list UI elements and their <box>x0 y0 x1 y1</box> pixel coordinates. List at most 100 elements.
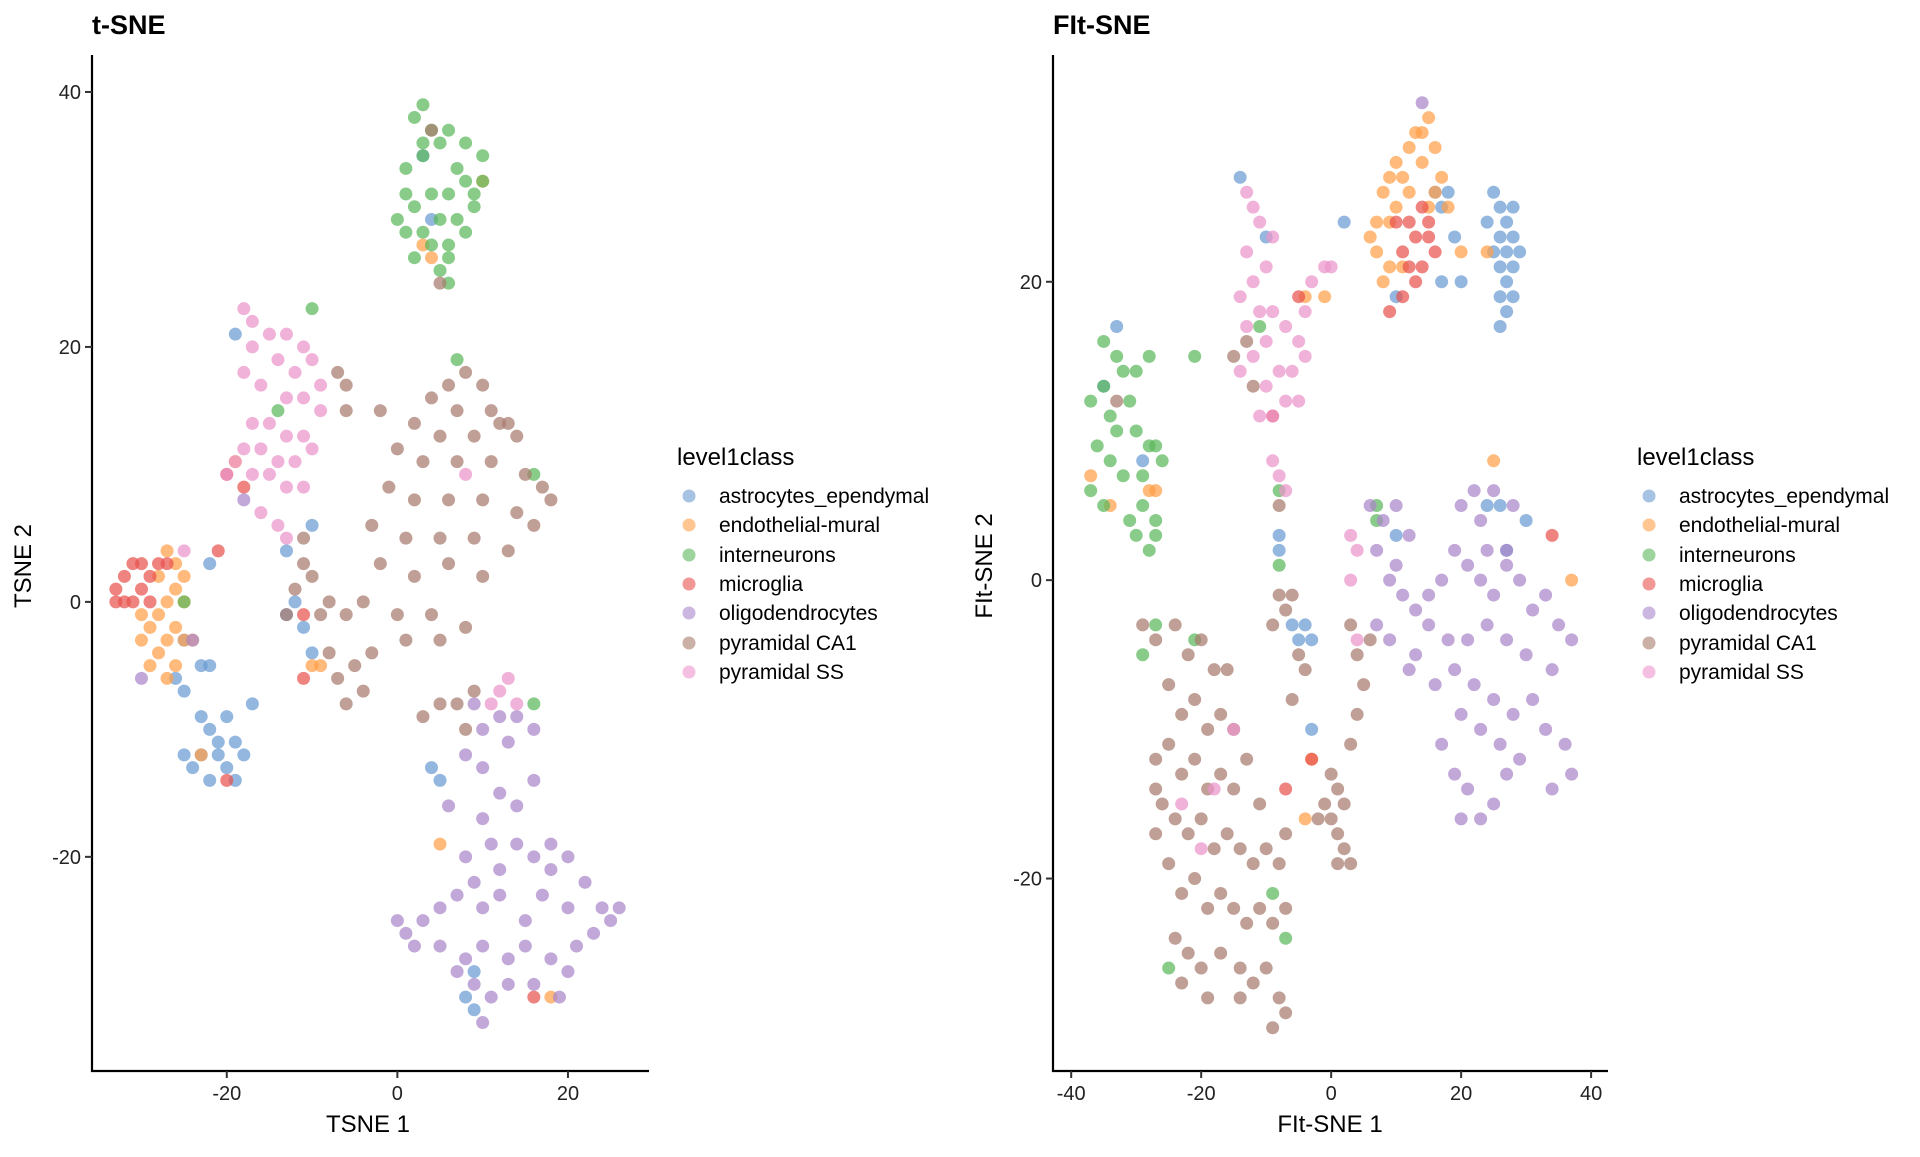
data-point <box>1363 230 1377 244</box>
data-point <box>1116 469 1130 483</box>
legend-key <box>682 577 696 591</box>
data-point <box>1129 528 1143 542</box>
data-point <box>1545 663 1559 677</box>
legend-item: microglia <box>1642 573 1763 596</box>
data-point <box>407 200 421 214</box>
data-point <box>1253 901 1267 915</box>
data-point <box>1350 648 1364 662</box>
data-point <box>177 569 191 583</box>
data-point <box>177 595 191 609</box>
data-point <box>407 110 421 124</box>
data-point <box>203 659 217 673</box>
data-point <box>459 225 473 239</box>
series-pyramidal-ca1 <box>279 123 558 736</box>
data-point <box>109 582 123 596</box>
data-point <box>1402 663 1416 677</box>
data-point <box>297 671 311 685</box>
data-point <box>1175 886 1189 900</box>
data-point <box>382 480 396 494</box>
data-point <box>467 977 481 991</box>
data-point <box>1363 633 1377 647</box>
legend-item: pyramidal SS <box>682 661 844 684</box>
data-point <box>1422 618 1436 632</box>
legend-title: level1class <box>677 444 794 471</box>
data-point <box>1253 797 1267 811</box>
data-point <box>211 735 225 749</box>
data-point <box>399 187 413 201</box>
legend-key <box>1642 636 1656 650</box>
data-point <box>476 174 490 188</box>
data-point <box>1214 707 1228 721</box>
data-point <box>1136 469 1150 483</box>
data-point <box>1142 543 1156 557</box>
data-point <box>390 608 404 622</box>
data-point <box>1350 543 1364 557</box>
data-point <box>1526 603 1540 617</box>
data-point <box>1311 812 1325 826</box>
data-point <box>194 710 208 724</box>
data-point <box>442 557 456 571</box>
data-point <box>1487 185 1501 199</box>
data-point <box>1285 364 1299 378</box>
data-point <box>595 901 609 915</box>
data-point <box>484 455 498 469</box>
data-point <box>390 212 404 226</box>
data-point <box>424 251 438 265</box>
data-point <box>510 506 524 520</box>
legend-item: interneurons <box>1642 544 1796 567</box>
data-point <box>1402 215 1416 229</box>
data-point <box>1207 782 1221 796</box>
data-point <box>399 633 413 647</box>
data-point <box>322 595 336 609</box>
data-point <box>476 149 490 163</box>
legend-key <box>1642 577 1656 591</box>
data-point <box>220 761 234 775</box>
data-point <box>1513 245 1527 259</box>
data-point <box>1324 260 1338 274</box>
legend-label: interneurons <box>719 544 836 567</box>
data-point <box>1279 931 1293 945</box>
data-point <box>1493 737 1507 751</box>
data-point <box>1168 812 1182 826</box>
data-point <box>1565 573 1579 587</box>
data-point <box>1292 633 1306 647</box>
data-point <box>1422 230 1436 244</box>
data-point <box>1149 513 1163 527</box>
data-point <box>390 442 404 456</box>
data-point <box>484 697 498 711</box>
data-point <box>450 161 464 175</box>
data-point <box>254 378 268 392</box>
data-point <box>1454 275 1468 289</box>
data-point <box>1513 573 1527 587</box>
data-point <box>1084 394 1098 408</box>
x-axis-title: TSNE 1 <box>326 1111 410 1138</box>
data-point <box>1240 245 1254 259</box>
data-point <box>501 735 515 749</box>
data-point <box>1279 603 1293 617</box>
data-point <box>1181 648 1195 662</box>
data-point <box>237 493 251 507</box>
data-point <box>1240 320 1254 334</box>
data-point <box>1545 528 1559 542</box>
data-point <box>1149 618 1163 632</box>
data-point <box>1500 558 1514 572</box>
data-point <box>442 187 456 201</box>
series-pyramidal-ss <box>177 302 524 711</box>
data-point <box>288 595 302 609</box>
data-point <box>1272 364 1286 378</box>
data-point <box>1337 215 1351 229</box>
data-point <box>433 276 447 290</box>
data-point <box>1467 484 1481 498</box>
data-point <box>1279 484 1293 498</box>
data-point <box>1305 722 1319 736</box>
legend: level1class astrocytes_ependymal endothel… <box>677 444 929 684</box>
data-point <box>297 340 311 354</box>
data-point <box>1162 737 1176 751</box>
series-oligodendrocytes <box>134 493 626 1030</box>
data-point <box>143 595 157 609</box>
data-point <box>1129 424 1143 438</box>
data-point <box>1097 499 1111 513</box>
data-point <box>544 952 558 966</box>
data-point <box>459 990 473 1004</box>
data-point <box>467 200 481 214</box>
